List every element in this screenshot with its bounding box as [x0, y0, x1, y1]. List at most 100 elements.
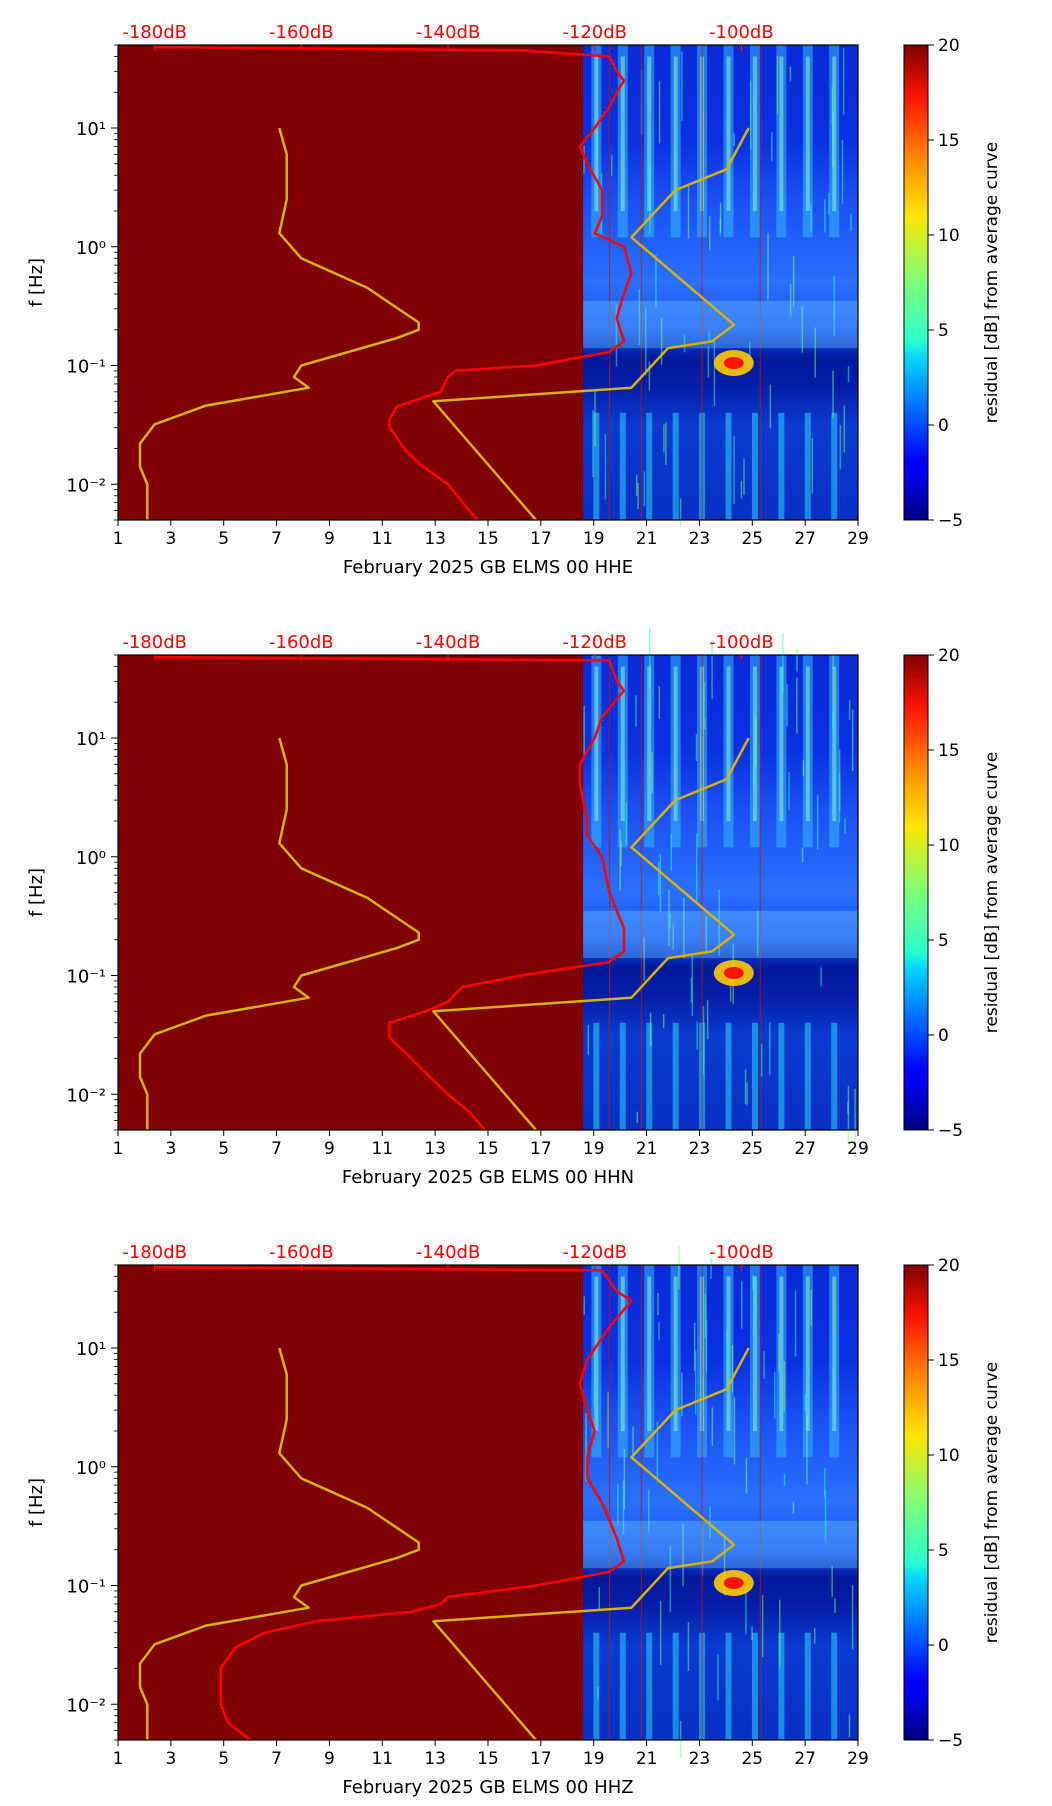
x-tick-label: 3: [165, 1749, 176, 1769]
x-tick-label: 11: [371, 1139, 393, 1159]
x-tick-label: 17: [530, 1749, 552, 1769]
y-tick-label: 10⁻¹: [66, 967, 106, 988]
colorbar: 20 15 10 5 0 −5 residual [dB] from average cur…: [903, 36, 1002, 531]
colorbar-tick-label: 20: [938, 646, 960, 666]
y-axis-label: f [Hz]: [26, 1478, 47, 1527]
x-tick-label: 7: [271, 1749, 282, 1769]
x-tick-label: 27: [794, 529, 816, 549]
x-tick-label: 5: [218, 1749, 229, 1769]
x-tick-label: 7: [271, 1139, 282, 1159]
x-tick-label: 3: [165, 529, 176, 549]
colorbar-tick-label: 10: [938, 226, 960, 246]
colorbar-label: residual [dB] from average curve: [982, 752, 1002, 1033]
colorbar-tick-label: 5: [938, 931, 949, 951]
y-tick-label: 10⁰: [76, 1458, 106, 1479]
y-tick-label: 10⁻¹: [66, 1577, 106, 1598]
colorbar-tick-label: 20: [938, 1256, 960, 1276]
x-axis-label: February 2025 GB ELMS 00 HHN: [342, 1167, 634, 1188]
y-tick-label: 10⁻¹: [66, 357, 106, 378]
x-tick-label: 7: [271, 529, 282, 549]
x-tick-label: 15: [477, 1139, 499, 1159]
y-tick-label: 10⁻²: [66, 475, 106, 496]
top-db-tick-label: -160dB: [269, 632, 334, 653]
x-tick-label: 25: [741, 529, 763, 549]
colorbar-tick-label: 10: [938, 1446, 960, 1466]
low-noise-model-curve: [138, 1347, 420, 1740]
top-db-tick-label: -180dB: [122, 1242, 187, 1263]
x-tick-label: 9: [324, 529, 335, 549]
median-psd-curve: [154, 655, 626, 1131]
spectrogram-data: [583, 1246, 858, 1758]
colorbar-tick-label: 15: [938, 741, 960, 761]
colorbar-label: residual [dB] from average curve: [982, 1362, 1002, 1643]
x-tick-label: 11: [371, 529, 393, 549]
y-tick-label: 10¹: [76, 729, 106, 750]
x-tick-label: 5: [218, 529, 229, 549]
colorbar-tick-label: 0: [938, 416, 949, 436]
colorbar-tick-label: 0: [938, 1026, 949, 1046]
colorbar: 20 15 10 5 0 −5 residual [dB] from average cur…: [903, 646, 1002, 1141]
y-tick-label: 10⁻²: [66, 1695, 106, 1716]
x-tick-label: 11: [371, 1749, 393, 1769]
x-tick-label: 5: [218, 1139, 229, 1159]
x-tick-label: 21: [636, 1749, 658, 1769]
x-tick-label: 25: [741, 1749, 763, 1769]
x-axis-label: February 2025 GB ELMS 00 HHZ: [342, 1777, 633, 1798]
top-db-tick-label: -100dB: [709, 632, 774, 653]
top-db-tick-label: -140dB: [416, 22, 481, 43]
y-axis-label: f [Hz]: [26, 258, 47, 307]
colorbar: 20 15 10 5 0 −5 residual [dB] from average cur…: [903, 1256, 1002, 1751]
x-tick-label: 15: [477, 529, 499, 549]
colorbar-tick-label: −5: [938, 1731, 963, 1751]
y-tick-label: 10¹: [76, 119, 106, 140]
x-tick-label: 13: [424, 529, 446, 549]
x-tick-label: 29: [847, 529, 869, 549]
x-tick-label: 3: [165, 1139, 176, 1159]
colorbar-tick-label: 15: [938, 131, 960, 151]
x-tick-label: 25: [741, 1139, 763, 1159]
median-psd-curve: [154, 1265, 633, 1741]
y-tick-label: 10⁰: [76, 848, 106, 869]
colorbar-tick-label: 20: [938, 36, 960, 56]
high-noise-model-curve: [432, 127, 750, 521]
low-noise-model-curve: [138, 127, 420, 520]
colorbar-tick-label: 0: [938, 1636, 949, 1656]
spectrogram-panel: 1 3 5 7 9 11 13 15 17 19 21 23 25 27 2910¹10⁰10⁻¹10⁻²-…: [26, 1242, 1002, 1798]
y-tick-label: 10¹: [76, 1339, 106, 1360]
median-psd-curve: [154, 45, 633, 521]
low-noise-model-curve: [138, 737, 420, 1130]
high-noise-model-curve: [432, 1347, 750, 1741]
spectrogram-panel: 1 3 5 7 9 11 13 15 17 19 21 23 25 27 2910¹10⁰10⁻¹10⁻²-…: [26, 627, 1002, 1188]
top-db-tick-label: -140dB: [416, 632, 481, 653]
top-db-tick-label: -180dB: [122, 632, 187, 653]
x-tick-label: 13: [424, 1139, 446, 1159]
x-axis-label: February 2025 GB ELMS 00 HHE: [343, 557, 633, 578]
x-tick-label: 9: [324, 1749, 335, 1769]
x-tick-label: 23: [689, 1749, 711, 1769]
x-tick-label: 1: [113, 1749, 124, 1769]
top-db-tick-label: -180dB: [122, 22, 187, 43]
x-tick-label: 29: [847, 1749, 869, 1769]
x-tick-label: 17: [530, 1139, 552, 1159]
top-db-tick-label: -140dB: [416, 1242, 481, 1263]
y-axis-label: f [Hz]: [26, 868, 47, 917]
y-tick-label: 10⁰: [76, 238, 106, 259]
x-tick-label: 19: [583, 1749, 605, 1769]
x-tick-label: 23: [689, 529, 711, 549]
top-db-tick-label: -160dB: [269, 22, 334, 43]
top-db-tick-label: -120dB: [562, 632, 627, 653]
high-noise-model-curve: [432, 737, 750, 1131]
x-tick-label: 15: [477, 1749, 499, 1769]
x-tick-label: 21: [636, 529, 658, 549]
colorbar-tick-label: 10: [938, 836, 960, 856]
colorbar-tick-label: 5: [938, 1541, 949, 1561]
x-tick-label: 27: [794, 1139, 816, 1159]
x-tick-label: 23: [689, 1139, 711, 1159]
x-tick-label: 27: [794, 1749, 816, 1769]
colorbar-tick-label: 5: [938, 321, 949, 341]
x-tick-label: 13: [424, 1749, 446, 1769]
spectrogram-data: [583, 45, 858, 527]
x-tick-label: 9: [324, 1139, 335, 1159]
x-tick-label: 19: [583, 529, 605, 549]
